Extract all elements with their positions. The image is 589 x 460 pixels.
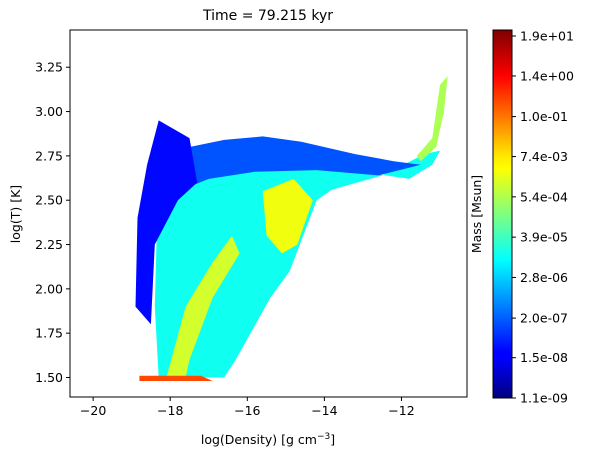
heatmap-regions <box>135 76 448 381</box>
y-tick-label: 2.75 <box>35 148 63 163</box>
colorbar-tick-label: 2.0e-07 <box>520 311 568 326</box>
colorbar-tick-label: 1.9e+01 <box>520 29 574 44</box>
colorbar <box>492 29 513 399</box>
y-axis-ticks: 1.50 1.75 2.00 2.25 2.50 2.75 3.00 3.25 <box>35 60 70 385</box>
heatmap-region-upper-band <box>177 136 421 192</box>
colorbar-tick-label: 5.4e-04 <box>520 189 568 204</box>
heatmap-region-dense-core <box>262 178 313 254</box>
colorbar-label: Mass [Msun] <box>469 175 484 253</box>
colorbar-tick-label: 1.0e-01 <box>520 109 568 124</box>
x-axis-label-superscript: −3 <box>317 432 330 442</box>
heatmap-region-diagonal-ridge <box>166 235 240 378</box>
colorbar-tick-label: 1.4e+00 <box>520 68 574 83</box>
colorbar-tick-label: 7.4e-03 <box>520 149 568 164</box>
y-axis-label: log(T) [K] <box>8 185 23 243</box>
x-tick-label: −12 <box>388 403 414 418</box>
chart-title: Time = 79.215 kyr <box>202 8 333 24</box>
heatmap-region-floor <box>139 375 213 381</box>
y-tick-label: 2.00 <box>35 281 63 296</box>
x-axis-ticks: −20 −18 −16 −14 −12 <box>80 397 415 418</box>
y-tick-label: 3.25 <box>35 60 63 75</box>
x-tick-label: −18 <box>157 403 183 418</box>
x-tick-label: −14 <box>311 403 337 418</box>
colorbar-tick-label: 1.5e-08 <box>520 350 568 365</box>
x-tick-label: −20 <box>80 403 106 418</box>
heatmap-region-hot-tail <box>416 76 448 162</box>
x-tick-label: −16 <box>234 403 260 418</box>
y-tick-label: 1.50 <box>35 370 63 385</box>
colorbar-tick-label: 2.8e-06 <box>520 270 568 285</box>
colorbar-tick-label: 3.9e-05 <box>520 230 568 245</box>
colorbar-tick-label: 1.1e-09 <box>520 391 568 406</box>
plot-frame <box>69 29 468 398</box>
y-tick-label: 2.25 <box>35 237 63 252</box>
colorbar-ticks: 1.1e-09 1.5e-08 2.0e-07 2.8e-06 3.9e-05 5.4e-… <box>512 29 574 406</box>
y-tick-label: 1.75 <box>35 326 63 341</box>
x-axis-label: log(Density) [g cm−3] <box>201 432 335 447</box>
heatmap-region-main-body <box>154 150 441 378</box>
y-tick-label: 2.50 <box>35 193 63 208</box>
y-tick-label: 3.00 <box>35 104 63 119</box>
heatmap-region-low-density-column <box>135 120 198 325</box>
